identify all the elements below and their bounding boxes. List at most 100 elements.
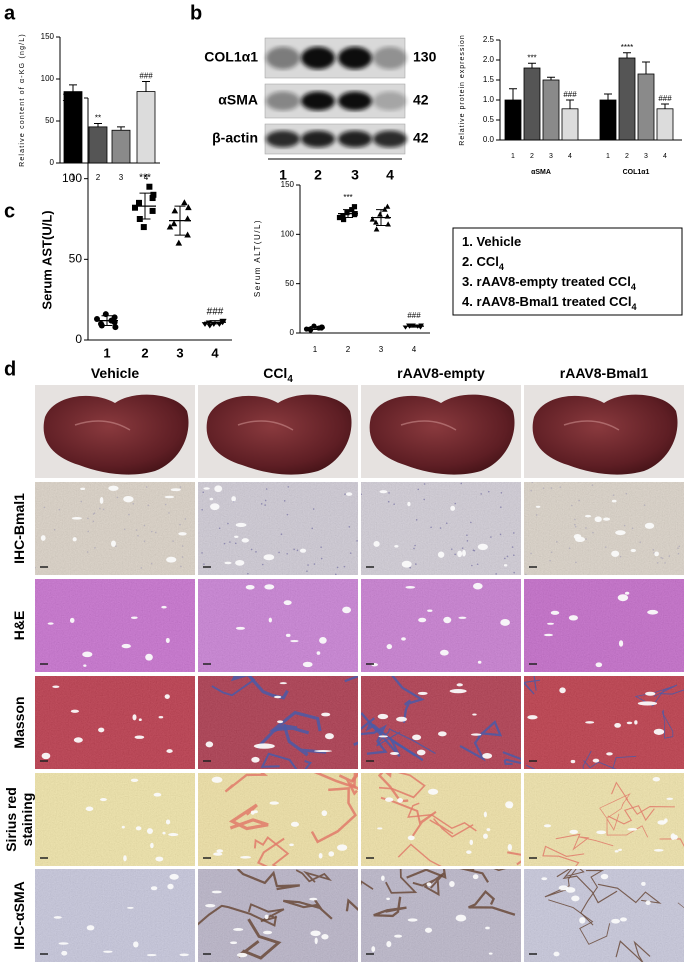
x-tick-label: 1 xyxy=(71,173,76,182)
fibrosis-septum xyxy=(468,889,516,916)
fibrosis-septum xyxy=(611,781,675,815)
vessel xyxy=(568,615,578,621)
vessel xyxy=(290,639,299,643)
stain-dot xyxy=(466,540,469,542)
stain-dot xyxy=(678,545,681,548)
vessel xyxy=(407,918,418,922)
vessel xyxy=(235,626,246,630)
vessel xyxy=(99,798,107,802)
vessel xyxy=(279,682,288,685)
stain-dot xyxy=(179,523,181,526)
stain-dot xyxy=(123,528,126,531)
vessel xyxy=(319,636,327,644)
vessel xyxy=(262,930,273,935)
vessel xyxy=(507,844,513,851)
fibrosis-septum xyxy=(406,869,489,883)
vessel xyxy=(585,721,595,724)
point xyxy=(340,216,347,223)
micrograph xyxy=(198,773,358,866)
vessel xyxy=(53,916,62,919)
micrograph-texture xyxy=(524,773,684,866)
stain-dot xyxy=(361,493,363,496)
stain-dot xyxy=(155,531,157,534)
stain-dot xyxy=(591,484,594,486)
y-tick-label: 50 xyxy=(45,116,54,125)
sd-bar xyxy=(409,324,419,328)
micrograph xyxy=(35,773,195,866)
error-bar xyxy=(604,93,612,100)
stain-dot xyxy=(470,521,472,524)
vessel xyxy=(123,495,134,503)
stain-dot xyxy=(229,541,231,543)
y-tick-label: 1.5 xyxy=(483,75,495,84)
bar xyxy=(111,129,131,164)
y-tick-label: 2.0 xyxy=(483,55,495,64)
blot-band xyxy=(266,46,300,70)
stain-dot xyxy=(504,557,506,560)
stain-dot xyxy=(430,526,432,529)
stain-dot xyxy=(116,496,119,499)
stain-dot xyxy=(343,565,346,568)
vessel xyxy=(167,883,174,890)
stain-dot xyxy=(349,552,352,554)
point xyxy=(181,199,188,206)
sd-bar xyxy=(310,326,320,331)
row-label-line: staining xyxy=(19,793,35,847)
micrograph xyxy=(524,773,684,866)
bar xyxy=(136,91,156,164)
vessel xyxy=(603,517,611,521)
vessel xyxy=(396,716,407,722)
vessel xyxy=(82,651,93,658)
vessel xyxy=(611,499,617,503)
stain-dot xyxy=(623,524,626,527)
row-label: Sirius redstaining xyxy=(3,787,35,852)
vessel xyxy=(70,709,80,713)
vessel xyxy=(58,942,69,945)
vessel xyxy=(614,722,621,728)
y-tick-label: 0.0 xyxy=(483,135,495,144)
point xyxy=(146,183,153,190)
stain-dot xyxy=(102,508,105,511)
point xyxy=(184,215,191,222)
fibrosis-septum xyxy=(345,898,358,912)
vessel xyxy=(427,609,433,612)
stain-dot xyxy=(202,491,205,494)
lane-label: 2 xyxy=(314,167,322,183)
vessel xyxy=(121,825,125,829)
vessel xyxy=(230,941,238,945)
vessel xyxy=(438,731,447,737)
vessel xyxy=(543,824,552,828)
stain-dot xyxy=(307,564,309,566)
vessel xyxy=(161,605,167,609)
x-tick-label: 3 xyxy=(119,173,124,182)
point xyxy=(132,204,138,211)
stain-dot xyxy=(335,573,337,575)
vessel xyxy=(162,831,166,835)
vessel xyxy=(235,522,247,528)
micrograph xyxy=(198,676,358,769)
bar xyxy=(561,108,579,141)
blot-size: 130 xyxy=(413,49,437,65)
stain-dot xyxy=(535,514,538,516)
micrograph xyxy=(198,482,358,575)
error-bar xyxy=(642,61,650,74)
sd-bar xyxy=(376,209,386,226)
stain-dot xyxy=(143,540,146,542)
fibrosis-septum xyxy=(544,869,585,898)
stain-dot xyxy=(201,552,203,554)
series-label: 3 xyxy=(644,153,648,160)
x-tick-label: 4 xyxy=(211,345,219,360)
vessel xyxy=(164,694,170,699)
error-bar xyxy=(94,123,102,127)
fibrosis-septum xyxy=(295,869,333,883)
annotation: ### xyxy=(563,90,577,99)
vessel xyxy=(394,934,403,938)
error-bar xyxy=(142,81,150,92)
blot-band xyxy=(266,130,300,148)
annotation: **** xyxy=(621,43,633,52)
stain-dot xyxy=(94,547,96,549)
stain-dot xyxy=(201,508,203,511)
row-label: Masson xyxy=(11,696,27,748)
point xyxy=(206,323,214,329)
vessel xyxy=(269,801,279,805)
